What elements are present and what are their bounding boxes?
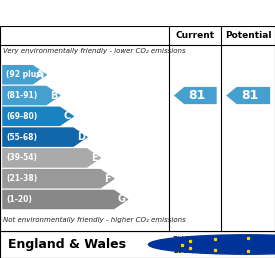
Polygon shape: [2, 190, 128, 209]
Polygon shape: [174, 87, 217, 104]
Text: (1-20): (1-20): [6, 195, 32, 204]
Text: 2002/91/EC: 2002/91/EC: [173, 245, 217, 254]
Text: (92 plus): (92 plus): [6, 70, 44, 79]
Text: Current: Current: [176, 31, 215, 40]
Text: Very environmentally friendly - lower CO₂ emissions: Very environmentally friendly - lower CO…: [3, 48, 185, 54]
Polygon shape: [2, 169, 115, 189]
Polygon shape: [2, 148, 101, 168]
Polygon shape: [2, 86, 61, 105]
Text: EU Directive: EU Directive: [173, 236, 220, 245]
Text: (81-91): (81-91): [6, 91, 37, 100]
Text: F: F: [104, 174, 111, 184]
Polygon shape: [2, 65, 47, 85]
Text: (39-54): (39-54): [6, 154, 37, 162]
Polygon shape: [226, 87, 270, 104]
Text: Not environmentally friendly - higher CO₂ emissions: Not environmentally friendly - higher CO…: [3, 217, 186, 223]
Text: C: C: [64, 111, 71, 121]
Text: D: D: [77, 132, 85, 142]
Text: G: G: [117, 195, 125, 205]
Text: 81: 81: [188, 89, 205, 102]
Text: Potential: Potential: [225, 31, 271, 40]
Text: 81: 81: [241, 89, 258, 102]
Text: Environmental Impact (CO₂) Rating: Environmental Impact (CO₂) Rating: [6, 6, 269, 20]
Text: (21-38): (21-38): [6, 174, 37, 183]
Text: (55-68): (55-68): [6, 133, 37, 142]
Polygon shape: [2, 107, 75, 126]
Text: E: E: [91, 153, 98, 163]
Text: England & Wales: England & Wales: [8, 238, 126, 251]
Text: B: B: [50, 91, 57, 101]
Text: (69-80): (69-80): [6, 112, 37, 121]
Circle shape: [148, 235, 275, 254]
Text: A: A: [36, 70, 44, 80]
Polygon shape: [2, 127, 88, 147]
